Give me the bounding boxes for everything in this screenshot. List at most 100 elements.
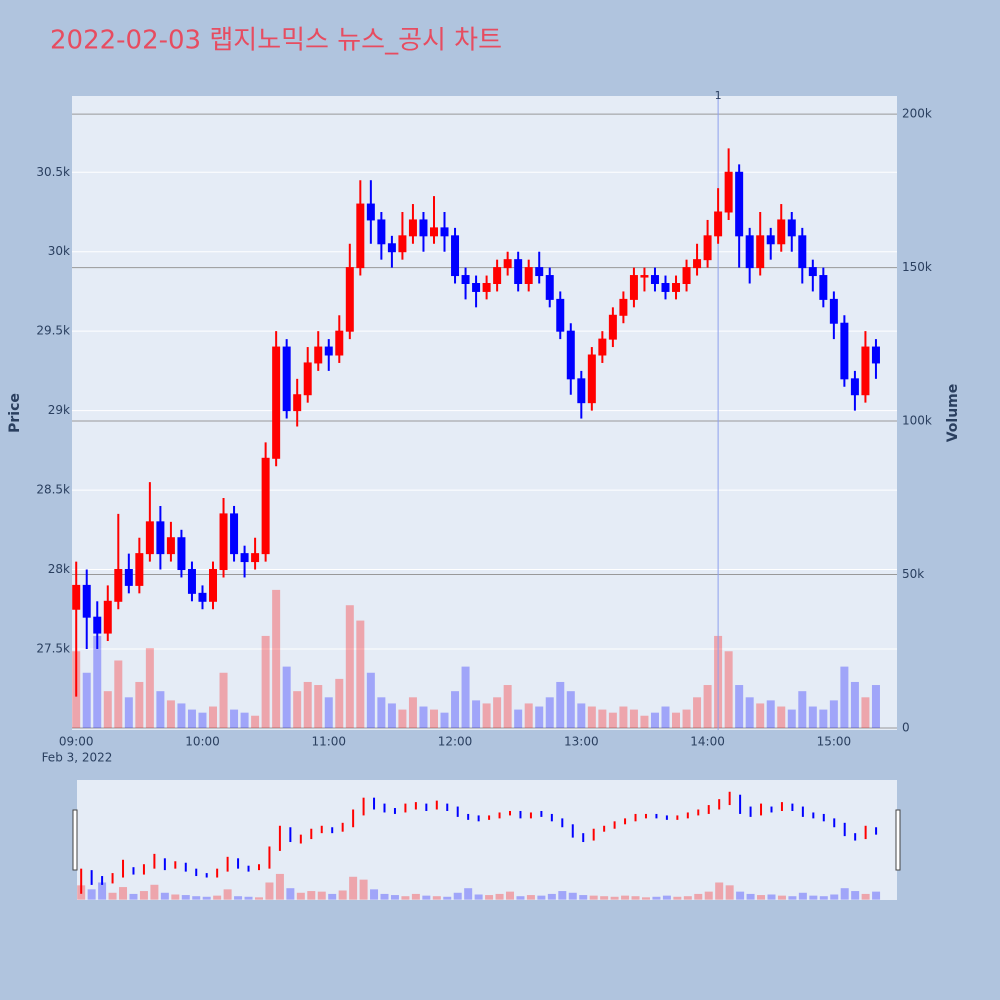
volume-bar — [429, 709, 438, 729]
candle-body — [261, 457, 270, 555]
volume-bar — [198, 712, 207, 729]
volume-bar — [566, 691, 575, 729]
volume-bar — [114, 660, 123, 729]
y-tick-label: 28k — [48, 562, 70, 576]
y-axis-title: Price — [7, 393, 23, 433]
slider-volume-bar — [254, 897, 263, 900]
volume-bar — [577, 703, 586, 729]
volume-bar — [745, 697, 754, 729]
candle-body — [282, 346, 291, 412]
candle-body — [240, 553, 249, 563]
volume-bar — [366, 672, 375, 729]
slider-volume-bar — [307, 891, 316, 900]
candle-body — [472, 282, 481, 292]
volume-bar — [640, 715, 649, 729]
candle-body — [177, 537, 186, 571]
volume-bar — [777, 706, 786, 729]
slider-volume-bar — [610, 896, 619, 900]
slider-volume-bar — [129, 893, 138, 900]
candle-body — [798, 235, 807, 269]
slider-volume-bar — [286, 888, 295, 900]
y-tick-label: 30k — [48, 244, 70, 258]
candle-body — [345, 267, 354, 332]
x-tick-label: 10:00 — [185, 735, 220, 749]
volume-bar — [145, 648, 154, 729]
volume-bar — [724, 651, 733, 729]
chart-title: 2022-02-03 랩지노믹스 뉴스_공시 차트 — [50, 26, 502, 56]
slider-volume-bar — [380, 893, 389, 900]
slider-volume-bar — [464, 888, 473, 900]
volume-bar — [166, 700, 175, 729]
range-slider[interactable] — [77, 780, 897, 900]
volume-bar — [829, 700, 838, 729]
slider-volume-bar — [683, 896, 692, 900]
slider-volume-bar — [872, 891, 881, 900]
x-sublabel: Feb 3, 2022 — [42, 751, 113, 765]
volume-bar — [408, 697, 417, 729]
volume-bar — [524, 703, 533, 729]
candle-body — [503, 259, 512, 269]
slider-volume-bar — [558, 891, 567, 900]
slider-volume-bar — [662, 895, 671, 900]
volume-bar — [672, 712, 681, 729]
slider-volume-bar — [234, 896, 243, 900]
slider-volume-bar — [694, 893, 703, 900]
slider-volume-bar — [119, 887, 128, 900]
candle-body — [387, 243, 396, 253]
slider-volume-bar — [537, 895, 546, 900]
volume-bar — [230, 709, 239, 729]
volume-bar — [619, 706, 628, 729]
candle-body — [377, 219, 386, 245]
volume-bar — [103, 691, 112, 729]
candle-body — [335, 330, 344, 356]
volume-bar — [314, 685, 323, 729]
x-tick-label: 11:00 — [311, 735, 346, 749]
slider-handle[interactable] — [895, 809, 901, 871]
candle-body — [145, 521, 154, 555]
volume-bar — [587, 706, 596, 729]
slider-volume-bar — [171, 894, 180, 900]
candle-body — [640, 275, 649, 278]
slider-volume-bar — [223, 889, 232, 900]
slider-volume-bar — [98, 882, 107, 900]
y-tick-label: 29.5k — [36, 324, 70, 338]
candle-body — [82, 584, 91, 618]
candle-body — [566, 330, 575, 380]
volume-bar — [819, 709, 828, 729]
candle-body — [724, 171, 733, 213]
slider-volume-bar — [809, 895, 818, 900]
volume-bar — [261, 635, 270, 729]
slider-volume-bar — [390, 895, 399, 900]
slider-handle[interactable] — [72, 809, 78, 871]
slider-volume-bar — [506, 891, 515, 900]
slider-volume-bar — [317, 891, 326, 900]
volume-bar — [766, 700, 775, 729]
slider-volume-bar — [600, 896, 609, 900]
slider-volume-bar — [840, 888, 849, 900]
volume-bar — [514, 709, 523, 729]
y2-axis-title: Volume — [945, 384, 961, 443]
x-tick-label: 15:00 — [817, 735, 852, 749]
slider-volume-bar — [108, 892, 117, 900]
slider-volume-bar — [328, 893, 337, 900]
volume-bar — [282, 666, 291, 729]
candle-body — [93, 616, 102, 634]
volume-bar — [377, 697, 386, 729]
y2-tick-label: 200k — [902, 107, 932, 121]
slider-volume-bar — [265, 882, 274, 900]
volume-bar — [219, 672, 228, 729]
candle-body — [293, 394, 302, 412]
candle-body — [556, 298, 565, 332]
slider-volume-bar — [338, 890, 347, 900]
slider-volume-bar — [443, 896, 452, 900]
candle-body — [514, 259, 523, 284]
slider-volume-bar — [819, 896, 828, 900]
volume-bar — [545, 697, 554, 729]
volume-bar — [187, 709, 196, 729]
slider-volume-bar — [621, 895, 630, 900]
candle-body — [440, 227, 449, 237]
volume-bar — [693, 697, 702, 729]
slider-volume-bar — [861, 893, 870, 900]
candle-body — [303, 362, 312, 396]
